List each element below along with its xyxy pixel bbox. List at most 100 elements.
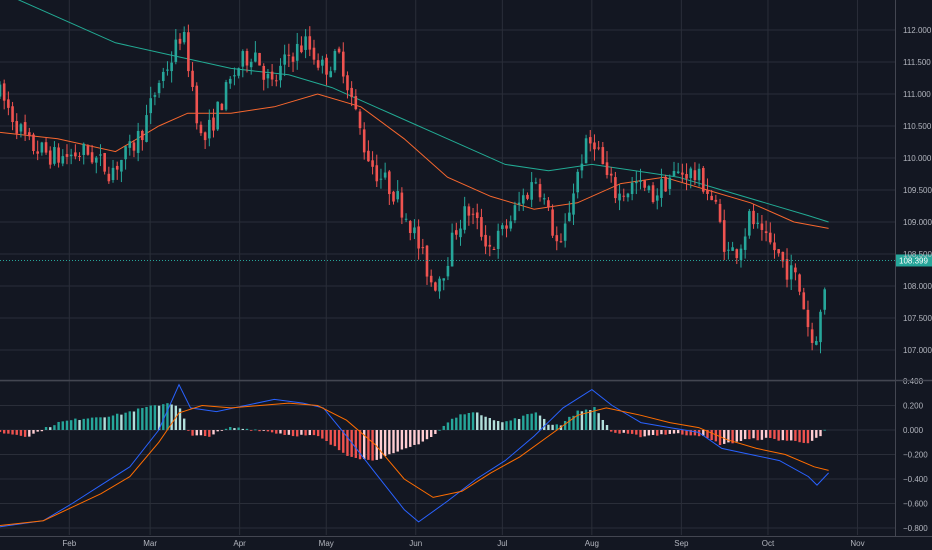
macd-histogram-bar: [333, 430, 337, 447]
macd-histogram-bar: [568, 416, 571, 430]
macd-histogram-bar: [316, 430, 320, 437]
candle-up: [668, 177, 672, 189]
candle-down: [706, 189, 709, 194]
candle-up: [630, 182, 634, 194]
candle-down: [191, 70, 194, 87]
candle-down: [764, 231, 768, 234]
macd-histogram-bar: [187, 430, 190, 431]
candle-down: [505, 225, 508, 229]
macd-histogram-bar: [639, 430, 642, 438]
macd-histogram-bar: [555, 424, 558, 430]
macd-histogram-bar: [706, 430, 709, 439]
macd-histogram-bar: [685, 430, 688, 436]
macd-histogram-bar: [296, 430, 299, 437]
candle-up: [124, 146, 127, 160]
macd-histogram-bar: [614, 430, 617, 433]
macd-histogram-bar: [702, 430, 705, 436]
macd-histogram-bar: [95, 417, 98, 430]
candle-down: [350, 87, 353, 98]
candle-down: [484, 234, 487, 247]
candle-up: [69, 154, 73, 157]
price-tick-label: 107.000: [903, 346, 932, 355]
macd-histogram-bar: [509, 420, 512, 430]
macd-histogram-bar: [170, 404, 173, 430]
macd-histogram-bar: [647, 430, 651, 436]
candle-down: [710, 195, 713, 201]
candle-down: [806, 309, 810, 328]
candle-up: [446, 265, 450, 277]
macd-histogram-bar: [660, 430, 663, 435]
x-tick-label-nov: Nov: [850, 539, 864, 548]
candle-up: [572, 193, 575, 215]
candles: [0, 24, 826, 354]
macd-histogram-bar: [57, 421, 60, 430]
candle-up: [145, 115, 148, 142]
macd-tick-label: 0.000: [903, 426, 924, 435]
macd-histogram-bar: [371, 430, 374, 461]
macd-tick-label: −0.800: [903, 524, 928, 533]
candle-up: [53, 147, 56, 164]
x-tick-label-sep: Sep: [674, 539, 689, 548]
candle-up: [823, 289, 826, 310]
candle-up: [216, 101, 219, 130]
macd-histogram-bar: [664, 430, 667, 435]
macd-histogram-bar: [149, 405, 152, 430]
macd-histogram-bar: [379, 430, 383, 459]
macd-histogram-bar: [643, 430, 646, 437]
candle-down: [65, 154, 69, 157]
macd-histogram-bar: [781, 430, 785, 441]
candle-down: [760, 223, 764, 230]
macd-histogram-bar: [714, 430, 718, 442]
macd-histogram-bar: [153, 405, 157, 430]
candle-down: [346, 75, 349, 91]
macd-histogram-bar: [630, 430, 634, 434]
macd-histogram-bar: [229, 427, 232, 430]
macd-histogram-bar: [203, 430, 207, 437]
macd-histogram-bar: [446, 422, 450, 430]
candle-up: [542, 198, 546, 200]
candle-down: [798, 274, 801, 292]
candle-up: [563, 223, 567, 241]
macd-histogram-bar: [245, 428, 249, 430]
candle-down: [605, 162, 609, 175]
macd-histogram-bar: [593, 407, 596, 430]
macd-panel: [0, 383, 829, 528]
candle-down: [685, 174, 688, 179]
x-tick-label-feb: Feb: [62, 539, 76, 548]
candle-down: [588, 137, 592, 144]
candle-up: [249, 61, 253, 68]
candle-down: [421, 247, 425, 249]
candle-up: [379, 178, 383, 180]
macd-histogram-bar: [107, 416, 111, 430]
macd-histogram-bar: [731, 430, 734, 444]
last-price-line: 108.399: [0, 254, 932, 267]
candle-up: [383, 172, 387, 178]
candle-down: [32, 134, 35, 152]
candle-up: [170, 62, 173, 72]
macd-histogram-bar: [78, 420, 81, 430]
candle-down: [362, 129, 366, 153]
candle-up: [731, 247, 734, 251]
candle-up: [815, 340, 818, 345]
candle-down: [643, 180, 646, 188]
x-tick-label-apr: Apr: [233, 539, 246, 548]
macd-histogram-bar: [258, 430, 261, 432]
candle-up: [295, 43, 299, 61]
candle-down: [2, 83, 6, 101]
price-tick-label: 108.500: [903, 250, 932, 259]
candle-down: [220, 103, 224, 111]
candle-up: [241, 51, 245, 67]
macd-histogram-bar: [346, 430, 349, 456]
macd-histogram-bar: [36, 430, 39, 432]
candle-up: [517, 202, 521, 205]
macd-histogram-bar: [572, 415, 575, 430]
price-tick-label: 107.500: [903, 314, 932, 323]
candle-down: [622, 195, 626, 197]
x-tick-label-mar: Mar: [143, 539, 157, 548]
macd-histogram-bar: [769, 430, 772, 438]
macd-histogram-bar: [32, 430, 35, 434]
candle-up: [237, 68, 240, 76]
macd-histogram-bar: [798, 430, 801, 443]
candle-down: [358, 111, 362, 129]
